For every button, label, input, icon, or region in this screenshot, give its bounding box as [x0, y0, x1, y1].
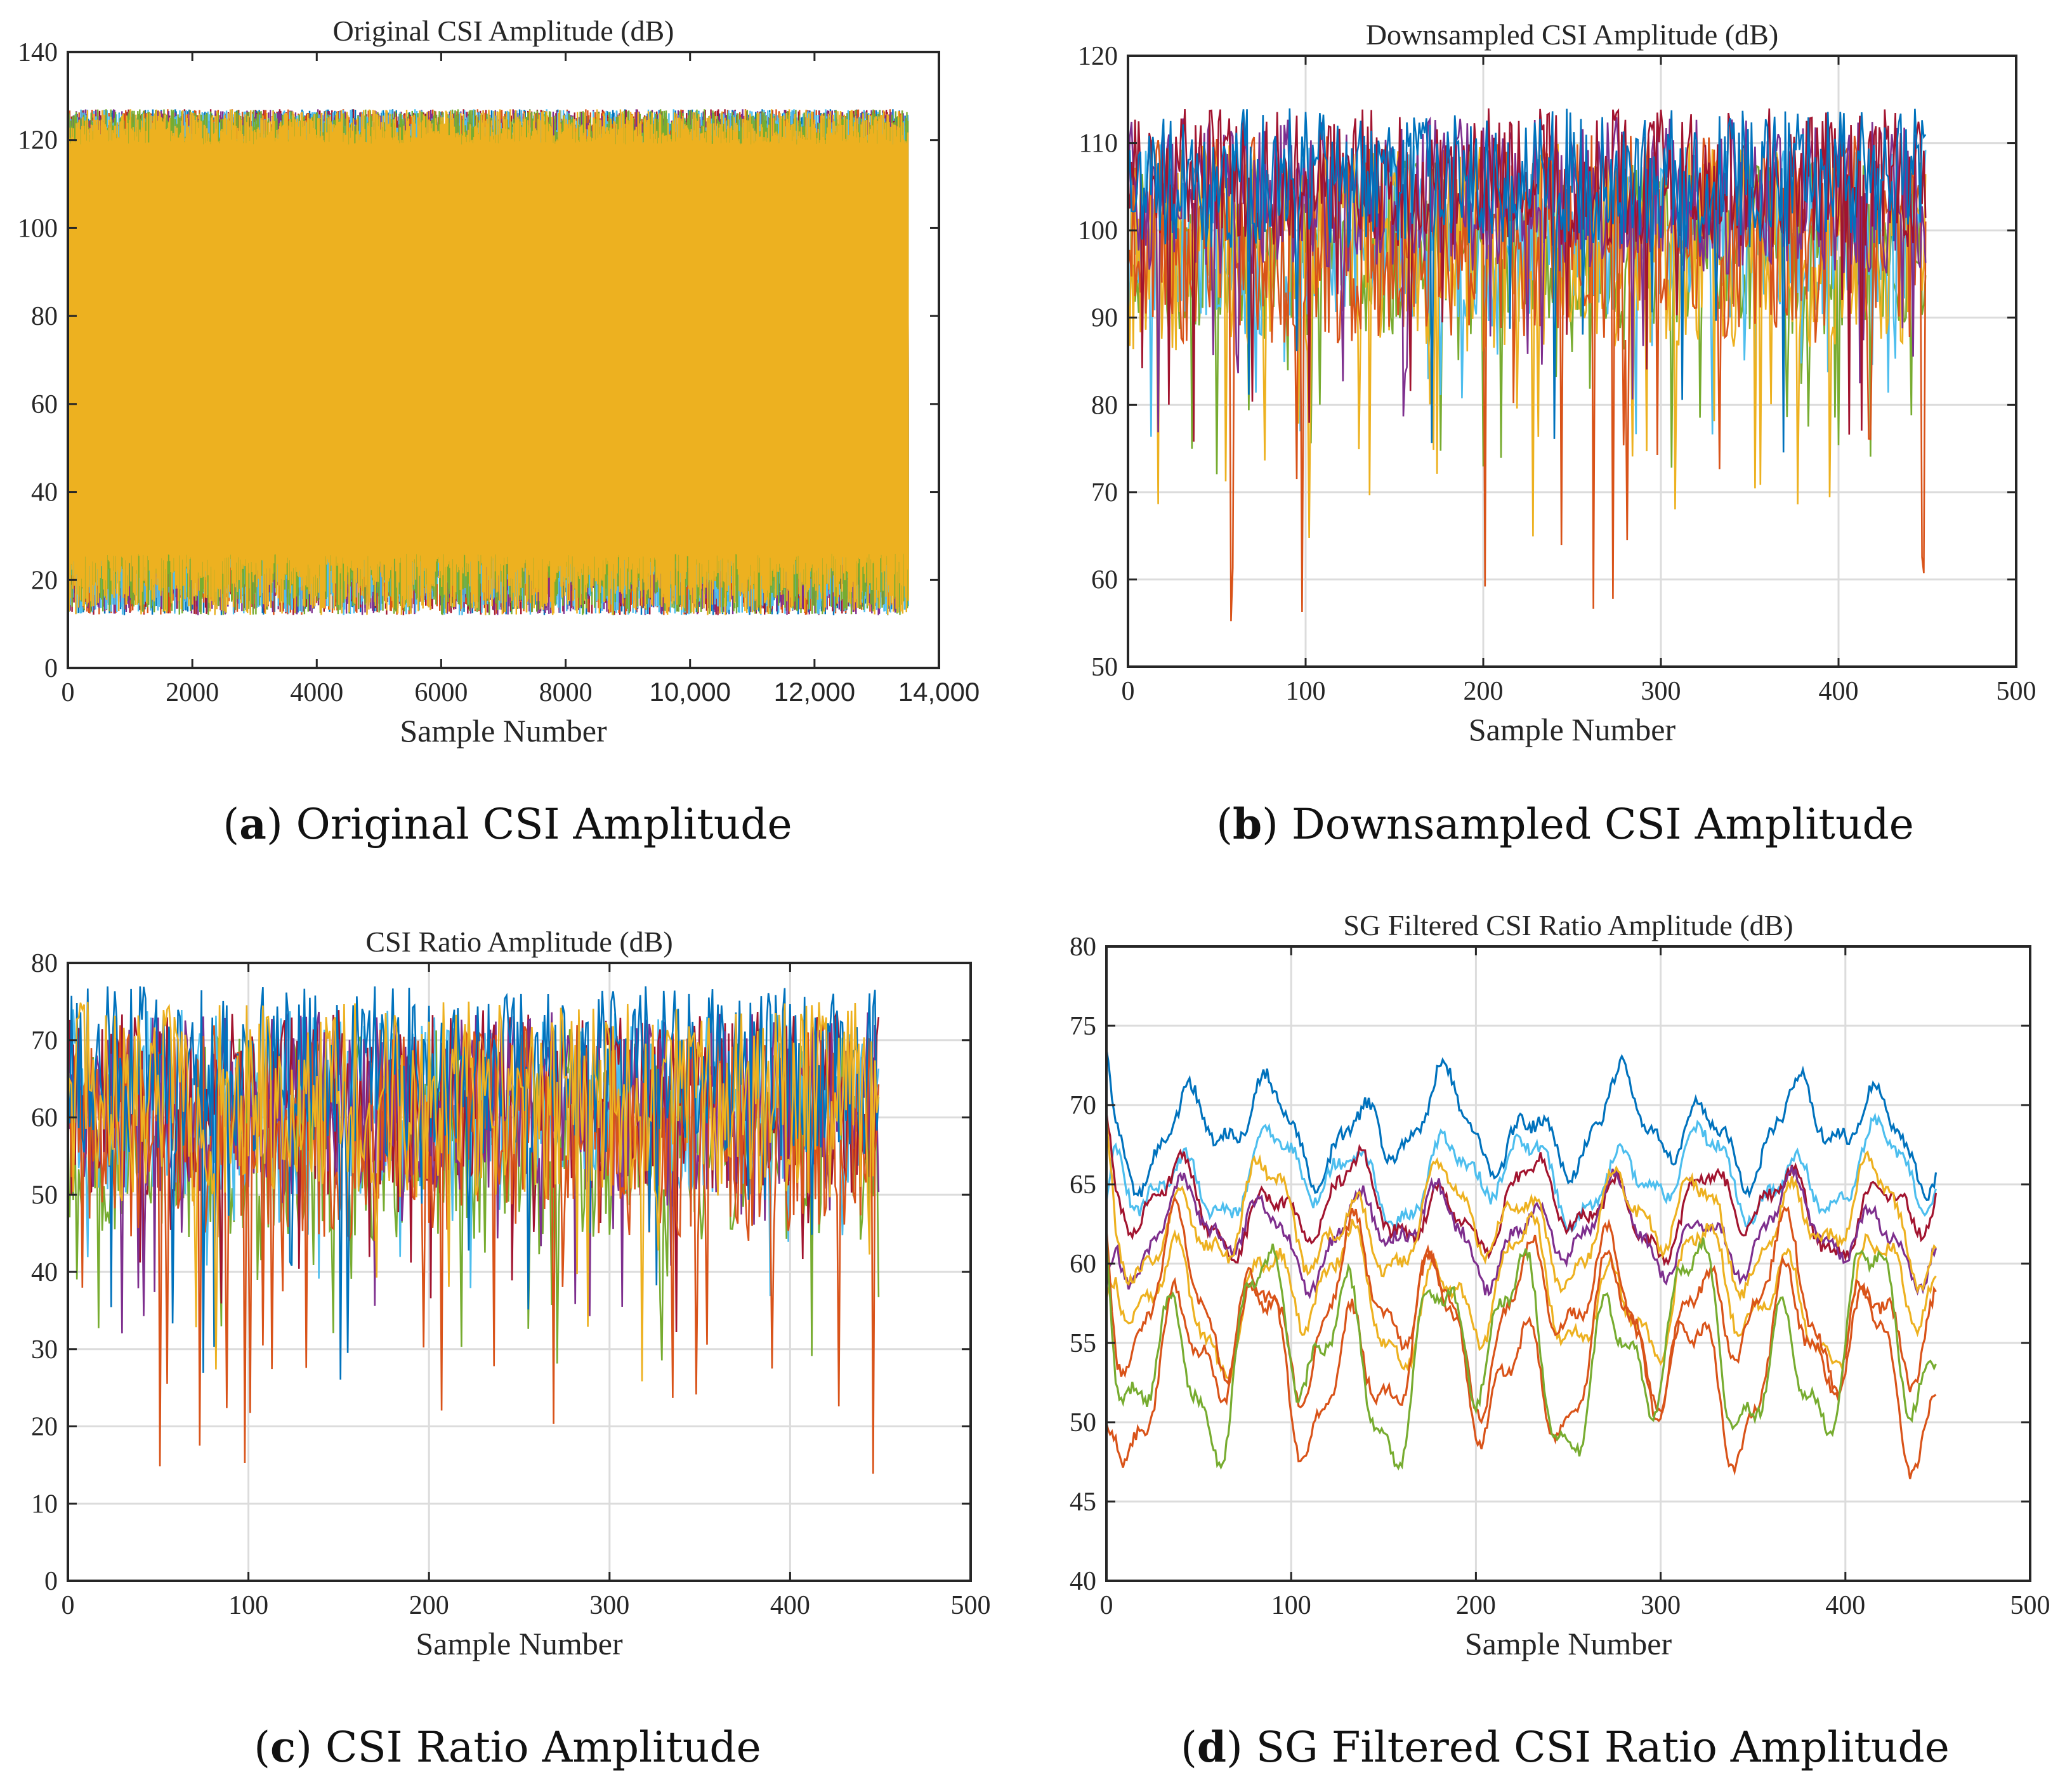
y-tick-label: 70	[1091, 478, 1118, 507]
series-line-s9	[1105, 1235, 1937, 1471]
x-tick-label: 100	[1271, 1591, 1311, 1620]
chart-title: Downsampled CSI Amplitude (dB)	[1366, 18, 1778, 51]
caption-a-text: Original CSI Amplitude	[283, 800, 792, 849]
series-line-6	[1127, 108, 1927, 453]
subplot-a: 0 2000 4000 6000 8000 10,000 12,000 14,000 0 20 40…	[18, 15, 980, 749]
x-tick-label: 500	[951, 1591, 991, 1620]
caption-b-text: Downsampled CSI Amplitude	[1278, 800, 1914, 849]
y-tick-label: 0	[44, 654, 58, 683]
x-tick-label: 200	[1464, 677, 1504, 706]
x-tick-label: 500	[2010, 1591, 2050, 1620]
x-tick-label: 10,000	[649, 677, 730, 707]
series-line-s7	[1105, 1196, 1937, 1425]
y-tick-label: 30	[31, 1335, 58, 1365]
series-line-s6	[1105, 1210, 1937, 1384]
x-tick-label: 200	[409, 1591, 449, 1620]
series-line-s1	[1105, 1049, 1938, 1201]
x-tick-label: 300	[1641, 677, 1681, 706]
x-axis-label: Sample Number	[416, 1626, 623, 1661]
y-tick-label: 70	[31, 1026, 58, 1056]
y-tick-label: 10	[31, 1489, 58, 1519]
y-tick-label: 55	[1070, 1329, 1096, 1358]
caption-b: (b) Downsampled CSI Amplitude	[1216, 799, 1914, 849]
series-line-s8	[1105, 1244, 1937, 1479]
x-tick-label: 0	[1122, 677, 1135, 706]
y-tick-label: 80	[31, 302, 58, 331]
y-tick-label: 80	[1091, 391, 1118, 420]
y-tick-label: 50	[1091, 653, 1118, 682]
series-line-s3	[1105, 1112, 1938, 1267]
caption-d: (d) SG Filtered CSI Ratio Amplitude	[1181, 1722, 1950, 1772]
x-tick-label: 200	[1456, 1591, 1496, 1620]
x-tick-label: 400	[1819, 677, 1859, 706]
y-tick-label: 60	[31, 390, 58, 419]
y-tick-label: 140	[18, 38, 58, 67]
caption-c-text: CSI Ratio Amplitude	[312, 1723, 761, 1772]
y-tick-label: 40	[31, 478, 58, 507]
chart-title: Original CSI Amplitude (dB)	[333, 15, 674, 47]
y-tick-label: 0	[44, 1567, 58, 1596]
dense-band	[70, 148, 905, 536]
y-tick-label: 100	[1078, 216, 1118, 245]
x-tick-label: 14,000	[898, 677, 980, 707]
x-tick-label: 6000	[414, 678, 468, 707]
x-tick-label: 0	[62, 1591, 75, 1620]
series-line-s4	[1105, 1164, 1938, 1300]
y-tick-label: 50	[31, 1181, 58, 1210]
y-tick-label: 65	[1070, 1170, 1096, 1200]
x-tick-label: 400	[770, 1591, 810, 1620]
caption-c-letter: c	[270, 1722, 296, 1772]
axes-frame	[1127, 55, 2017, 668]
y-tick-label: 20	[31, 566, 58, 595]
y-tick-label: 75	[1070, 1012, 1096, 1041]
series-line-6	[67, 1001, 880, 1382]
y-tick-label: 40	[1070, 1567, 1096, 1596]
x-tick-label: 0	[62, 678, 75, 707]
y-tick-label: 60	[1091, 565, 1118, 594]
y-tick-label: 45	[1070, 1488, 1096, 1517]
y-tick-label: 20	[31, 1413, 58, 1442]
x-tick-label: 2000	[166, 678, 219, 707]
x-tick-label: 400	[1825, 1591, 1865, 1620]
x-tick-label: 12,000	[774, 677, 855, 707]
y-tick-label: 90	[1091, 304, 1118, 333]
caption-a: (a) Original CSI Amplitude	[223, 799, 792, 849]
x-axis-label: Sample Number	[1469, 712, 1676, 747]
x-tick-label: 100	[1286, 677, 1326, 706]
axes-frame	[67, 51, 940, 669]
subplot-b: 0 100 200 300 400 500 50 60 70 80 90 100 110 120 Downs…	[1078, 18, 2036, 747]
y-tick-label: 70	[1070, 1091, 1096, 1120]
chart-title: CSI Ratio Amplitude (dB)	[365, 926, 672, 958]
x-tick-label: 4000	[290, 678, 343, 707]
caption-a-letter: a	[239, 799, 266, 849]
subplot-c: 0 100 200 300 400 500 0 10 20 30 40 50 60 70 80 CSI Rat…	[31, 926, 991, 1661]
series-line-s5	[1105, 1115, 1937, 1302]
x-tick-label: 100	[228, 1591, 268, 1620]
x-axis-label: Sample Number	[1465, 1626, 1672, 1661]
y-tick-label: 100	[18, 214, 58, 243]
x-tick-label: 8000	[539, 678, 593, 707]
subplot-d: 0 100 200 300 400 500 40 45 50 55 60 65 70 75 80 SG Fil…	[1070, 909, 2050, 1661]
chart-title: SG Filtered CSI Ratio Amplitude (dB)	[1343, 909, 1793, 941]
caption-d-letter: d	[1197, 1722, 1226, 1772]
caption-d-text: SG Filtered CSI Ratio Amplitude	[1243, 1723, 1950, 1772]
y-tick-label: 110	[1079, 129, 1118, 159]
y-tick-label: 120	[18, 126, 58, 155]
y-tick-label: 60	[31, 1104, 58, 1133]
x-tick-label: 500	[1997, 677, 2036, 706]
x-tick-label: 300	[1641, 1591, 1681, 1620]
series-line-s2	[1105, 1112, 1938, 1233]
x-axis-label: Sample Number	[400, 713, 607, 749]
caption-c: (c) CSI Ratio Amplitude	[254, 1722, 761, 1772]
y-tick-label: 40	[31, 1258, 58, 1287]
y-tick-label: 60	[1070, 1250, 1096, 1279]
y-tick-label: 80	[31, 949, 58, 978]
x-tick-label: 300	[589, 1591, 629, 1620]
caption-b-letter: b	[1233, 799, 1262, 849]
y-tick-label: 80	[1070, 933, 1096, 962]
y-tick-label: 120	[1078, 42, 1118, 71]
y-tick-label: 50	[1070, 1408, 1096, 1437]
x-tick-label: 0	[1100, 1591, 1113, 1620]
